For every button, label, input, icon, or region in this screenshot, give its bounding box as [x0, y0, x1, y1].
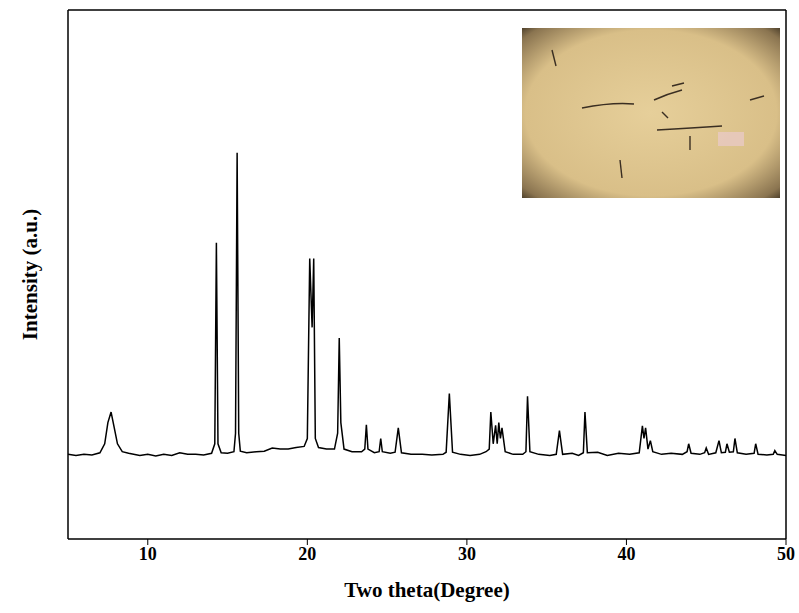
svg-text:30: 30: [458, 544, 476, 564]
svg-text:50: 50: [777, 544, 795, 564]
svg-text:10: 10: [139, 544, 157, 564]
svg-text:Two theta(Degree): Two theta(Degree): [344, 578, 509, 602]
svg-text:20: 20: [298, 544, 316, 564]
svg-text:40: 40: [617, 544, 635, 564]
svg-text:Intensity (a.u.): Intensity (a.u.): [18, 209, 42, 340]
